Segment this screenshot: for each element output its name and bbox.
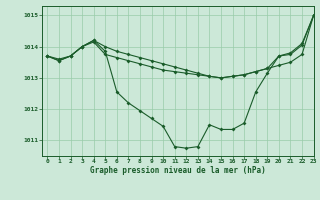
X-axis label: Graphe pression niveau de la mer (hPa): Graphe pression niveau de la mer (hPa) [90, 166, 266, 175]
